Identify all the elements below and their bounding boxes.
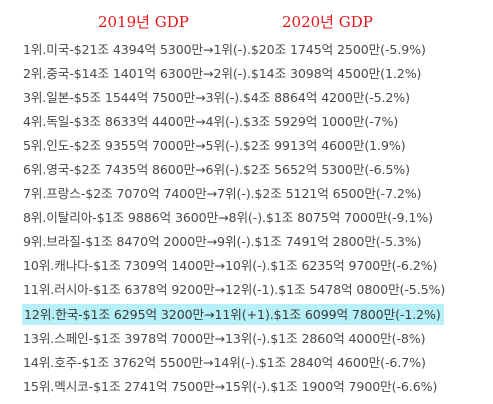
ranking-row-13: 13위.스페인-$1조 3978억 7000만→13위(-).$1조 2860억…	[23, 331, 426, 346]
ranking-row-8: 8위.이탈리아-$1조 9886억 3600만→8위(-).$1조 8075억 …	[23, 210, 433, 225]
header-2020-gdp: 2020년 GDP	[282, 13, 373, 31]
ranking-row-5: 5위.인도-$2조 9355억 7000만→5위(-).$2조 9913억 46…	[23, 138, 406, 153]
header: 2019년 GDP 2020년 GDP	[0, 11, 493, 39]
ranking-row-9: 9위.브라질-$1조 8470억 2000만→9위(-).$1조 7491억 2…	[23, 234, 422, 249]
ranking-row-10: 10위.캐나다-$1조 7309억 1400만→10위(-).$1조 6235억…	[23, 258, 438, 273]
ranking-row-2: 2위.중국-$14조 1401억 6300만→2위(-).$14조 3098억 …	[23, 66, 422, 81]
ranking-row-4: 4위.독일-$3조 8633억 4400만→4위(-).$3조 5929억 10…	[23, 114, 399, 129]
ranking-row-11: 11위.러시아-$1조 6378억 9200만→12위(-1).$1조 5478…	[23, 282, 446, 297]
ranking-row-14: 14위.호주-$1조 3762억 5500만→14위(-).$1조 2840억 …	[23, 355, 426, 370]
ranking-row-15: 15위.멕시코-$1조 2741억 7500만→15위(-).$1조 1900억…	[23, 379, 438, 394]
ranking-row-6: 6위.영국-$2조 7435억 8600만→6위(-).$2조 5652억 53…	[23, 162, 410, 177]
ranking-row-1: 1위.미국-$21조 4394억 5300만→1위(-).$20조 1745억 …	[23, 42, 426, 57]
ranking-row-7: 7위.프랑스-$2조 7070억 7400만→7위(-).$2조 5121억 6…	[23, 186, 422, 201]
header-2019-gdp: 2019년 GDP	[98, 13, 189, 31]
ranking-row-3: 3위.일본-$5조 1544억 7500만→3위(-).$4조 8864억 42…	[23, 90, 410, 105]
ranking-row-12-highlighted: 12위.한국-$1조 6295억 3200만→11위(+1).$1조 6099억…	[22, 304, 444, 325]
